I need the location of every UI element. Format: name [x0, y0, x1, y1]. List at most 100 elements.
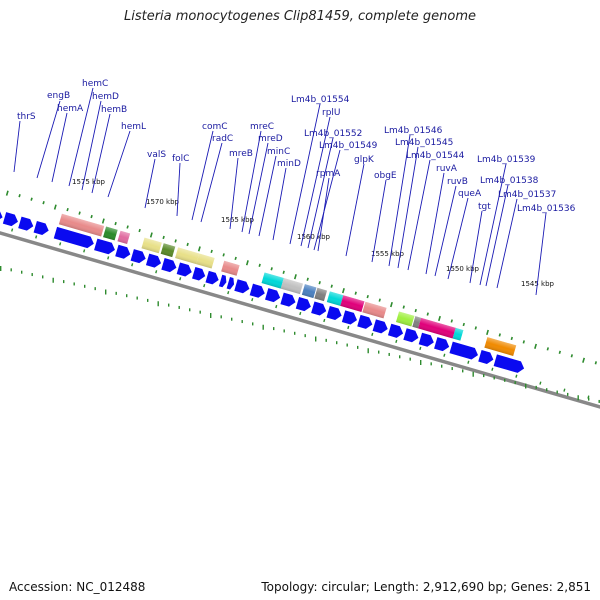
tick-mark: [588, 397, 590, 401]
gene-arrow: [249, 283, 265, 298]
tick-mark: [162, 235, 165, 240]
tick-mark: [419, 346, 422, 350]
cog-block-shade: [261, 272, 284, 289]
gene-arrow: [18, 216, 34, 231]
tick-mark: [282, 270, 285, 274]
tick-mark: [294, 331, 296, 335]
tick-mark: [252, 322, 254, 326]
tick-mark: [535, 385, 537, 389]
cog-block-shade: [418, 317, 456, 339]
inner-tick-ring: [11, 228, 590, 399]
tick-mark: [220, 315, 222, 319]
tick-mark: [149, 232, 153, 238]
gene-label-hemB: hemB: [101, 105, 127, 115]
tick-mark: [598, 399, 600, 403]
gene-label-hemA: hemA: [57, 104, 84, 114]
tick-mark: [0, 266, 2, 271]
tick-mark: [399, 355, 401, 359]
gene-arrow: [234, 279, 250, 294]
tick-mark: [462, 369, 464, 373]
tick-mark: [556, 390, 558, 394]
tick-mark: [474, 326, 477, 330]
tick-mark: [210, 249, 213, 254]
gene-label-obgE: obgE: [374, 171, 397, 181]
tick-mark: [430, 362, 432, 366]
gene-arrow: [357, 314, 373, 329]
gene-labels: thrS engB hemA hemC hemD hemB hemL valS …: [17, 79, 576, 214]
cog-block-shade: [117, 230, 131, 245]
gene-arrow: [418, 332, 434, 347]
tick-mark: [5, 190, 9, 196]
tick-mark: [346, 343, 348, 347]
gene-label-Lm4b_01545: Lm4b_01545: [395, 138, 453, 148]
tick-mark: [582, 357, 586, 363]
tick-mark: [189, 308, 191, 312]
gene-label-Lm4b_01552: Lm4b_01552: [304, 129, 362, 139]
cog-block-shade: [484, 337, 517, 356]
cog-block-shade: [160, 243, 176, 258]
gene-label-mreC: mreC: [250, 122, 274, 132]
tick-mark: [539, 381, 542, 385]
tick-mark: [275, 304, 278, 309]
tick-mark: [258, 263, 261, 267]
tick-mark: [498, 333, 501, 337]
gene-arrow: [403, 328, 419, 343]
gene-arrow: [205, 270, 219, 285]
gene-label-Lm4b_01554: Lm4b_01554: [291, 95, 350, 105]
tick-mark: [304, 334, 306, 338]
tick-mark: [138, 228, 141, 233]
lower-tick-ring: [0, 266, 600, 403]
gene-label-radC: radC: [212, 134, 233, 144]
tick-mark: [323, 318, 326, 323]
gene-arrow: [161, 258, 177, 273]
cog-category-track: [58, 213, 517, 356]
tick-mark: [563, 388, 566, 392]
gene-arrow: [434, 337, 450, 352]
gene-arrow: [326, 305, 342, 320]
tick-mark: [179, 277, 182, 281]
tick-mark: [546, 388, 548, 392]
tick-mark: [42, 200, 45, 205]
tick-mark: [378, 298, 381, 302]
gene-arrow: [145, 253, 162, 268]
cog-block-shade: [280, 278, 304, 295]
gene-label-ruvB: ruvB: [447, 177, 468, 187]
gene-label-comC: comC: [202, 122, 228, 132]
tick-mark: [293, 274, 297, 280]
gene-arrow: [218, 274, 227, 288]
tick-mark: [534, 343, 537, 349]
cog-block-shade: [314, 287, 328, 302]
tick-mark: [222, 253, 225, 257]
tick-mark: [90, 214, 93, 219]
tick-mark: [395, 339, 398, 344]
tick-mark: [514, 381, 516, 385]
cog-block-shade: [141, 237, 162, 254]
tick-mark: [83, 249, 86, 253]
position-tick-1555: 1555 kbp: [371, 250, 405, 258]
tick-mark: [558, 350, 562, 355]
position-tick-1570: 1570 kbp: [146, 198, 180, 206]
gene-arrow: [115, 244, 131, 259]
gene-arrow: [265, 288, 281, 303]
genome-stats: Topology: circular; Length: 2,912,690 bp…: [261, 580, 591, 594]
tick-mark: [63, 280, 65, 284]
tick-mark: [30, 197, 33, 201]
tick-mark: [371, 332, 374, 337]
tick-mark: [203, 284, 206, 288]
tick-mark: [467, 360, 470, 364]
tick-mark: [510, 336, 513, 341]
tick-mark: [587, 395, 590, 399]
tick-mark: [101, 218, 105, 224]
gene-arrow: [33, 221, 49, 236]
tick-mark: [234, 256, 237, 261]
tick-mark: [367, 348, 369, 354]
gene-arrow: [449, 341, 478, 360]
cog-block-shade: [58, 213, 105, 237]
gene-label-Lm4b_01537: Lm4b_01537: [498, 190, 556, 200]
tick-mark: [53, 204, 57, 210]
cog-block-shade: [221, 260, 240, 276]
cog-block-shade: [362, 301, 387, 319]
cog-block-shade: [412, 316, 422, 329]
gene-label-leaders: [13, 87, 547, 296]
